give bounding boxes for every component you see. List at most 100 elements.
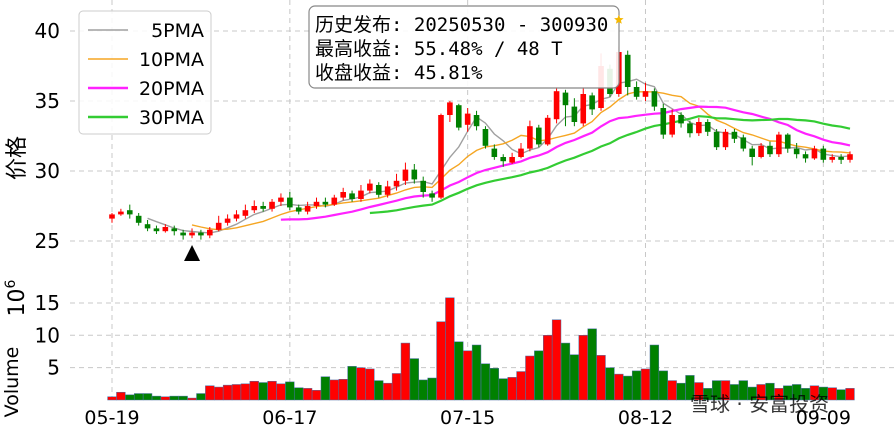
candle-body bbox=[749, 148, 755, 157]
candle-body bbox=[349, 193, 355, 199]
candle bbox=[731, 129, 738, 143]
annotation-line: 历史发布: 20250530 - 300930 bbox=[315, 14, 608, 36]
candle-body bbox=[411, 169, 418, 180]
volume-bar bbox=[267, 380, 277, 401]
volume-bar bbox=[134, 393, 144, 401]
volume-bar bbox=[569, 354, 580, 401]
volume-bar bbox=[160, 396, 170, 401]
volume-bar bbox=[338, 379, 348, 401]
volume-bar bbox=[516, 371, 526, 401]
candle-body bbox=[322, 201, 329, 205]
candle-body bbox=[553, 91, 560, 120]
volume-bar bbox=[249, 380, 259, 401]
candle bbox=[571, 98, 578, 127]
legend-label: 5PMA bbox=[151, 20, 204, 42]
volume-axis-label: Volume bbox=[1, 347, 23, 418]
price-tick-label: 25 bbox=[35, 229, 60, 253]
candle bbox=[420, 176, 427, 198]
candle-body bbox=[455, 105, 462, 128]
candle bbox=[455, 103, 462, 131]
candle-body bbox=[642, 91, 649, 97]
candle bbox=[126, 204, 133, 219]
annotation-line: 最高收益: 55.48% / 48 T bbox=[315, 38, 563, 60]
volume-bar bbox=[222, 384, 233, 401]
candle-body bbox=[562, 92, 569, 106]
candle bbox=[696, 117, 702, 136]
volume-bar bbox=[667, 380, 677, 401]
candle-body bbox=[171, 228, 178, 232]
date-tick-label: 05-19 bbox=[84, 407, 139, 429]
candle bbox=[740, 134, 747, 152]
candle bbox=[171, 225, 178, 236]
candle-body bbox=[224, 218, 231, 223]
candle bbox=[767, 141, 773, 157]
candle-body bbox=[669, 115, 675, 135]
volume-bar bbox=[427, 377, 437, 401]
candle bbox=[438, 113, 444, 199]
volume-bar bbox=[391, 373, 402, 401]
candle-body bbox=[704, 122, 711, 132]
candle bbox=[118, 208, 124, 216]
candle-body bbox=[473, 115, 480, 127]
candle-body bbox=[820, 148, 827, 160]
candle-body bbox=[109, 214, 115, 219]
candle-body bbox=[287, 197, 293, 208]
candle bbox=[295, 204, 302, 215]
ma-line-20pma bbox=[280, 105, 851, 221]
candle-body bbox=[162, 227, 169, 232]
volume-bar bbox=[525, 355, 535, 401]
candle bbox=[180, 229, 186, 240]
volume-bar bbox=[294, 387, 304, 401]
volume-bar bbox=[409, 358, 419, 401]
volume-bar bbox=[356, 367, 366, 401]
volume-bar bbox=[623, 375, 633, 401]
volume-bar bbox=[631, 370, 642, 401]
candle-body bbox=[313, 201, 320, 206]
price-tick-label: 30 bbox=[35, 159, 60, 183]
candle-body bbox=[375, 185, 382, 195]
candle-body bbox=[847, 154, 853, 160]
candle-body bbox=[207, 229, 213, 236]
volume-tick-label: 15 bbox=[35, 291, 60, 315]
volume-bar bbox=[471, 344, 482, 401]
date-tick-label: 09-09 bbox=[796, 407, 851, 429]
candle-body bbox=[304, 206, 311, 212]
candle-body bbox=[464, 113, 471, 125]
candle bbox=[162, 224, 169, 233]
candle-body bbox=[420, 180, 427, 192]
candle-body bbox=[260, 206, 266, 209]
candle bbox=[384, 180, 391, 198]
candle bbox=[215, 215, 222, 232]
volume-bar bbox=[543, 335, 553, 401]
candle bbox=[518, 143, 524, 159]
annotation-box bbox=[308, 5, 620, 89]
candle bbox=[367, 179, 373, 194]
candle-body bbox=[278, 197, 284, 202]
candle-body bbox=[758, 145, 764, 157]
candle bbox=[491, 144, 498, 160]
candle-body bbox=[358, 190, 364, 199]
candle-body bbox=[269, 201, 275, 209]
candle-body bbox=[233, 214, 240, 219]
candle-body bbox=[118, 211, 124, 215]
volume-bar bbox=[605, 367, 615, 401]
candle bbox=[349, 190, 355, 202]
candle bbox=[269, 199, 275, 212]
volume-bar bbox=[187, 397, 197, 401]
date-tick-label: 07-15 bbox=[440, 407, 495, 429]
volume-bar bbox=[551, 319, 562, 401]
candle-body bbox=[651, 91, 658, 107]
candle bbox=[669, 109, 675, 138]
candle bbox=[784, 133, 791, 153]
watermark-text: 雪球 · 安富投资 bbox=[690, 392, 829, 416]
candle-body bbox=[660, 108, 667, 135]
candle bbox=[198, 229, 204, 240]
candle bbox=[287, 192, 293, 211]
candle bbox=[402, 162, 409, 185]
candle bbox=[207, 227, 213, 239]
candle-body bbox=[589, 95, 595, 110]
candle-body bbox=[722, 131, 729, 148]
volume-exponent-label: 106 bbox=[3, 279, 30, 316]
candle-body bbox=[731, 131, 738, 139]
candle-body bbox=[518, 148, 524, 157]
